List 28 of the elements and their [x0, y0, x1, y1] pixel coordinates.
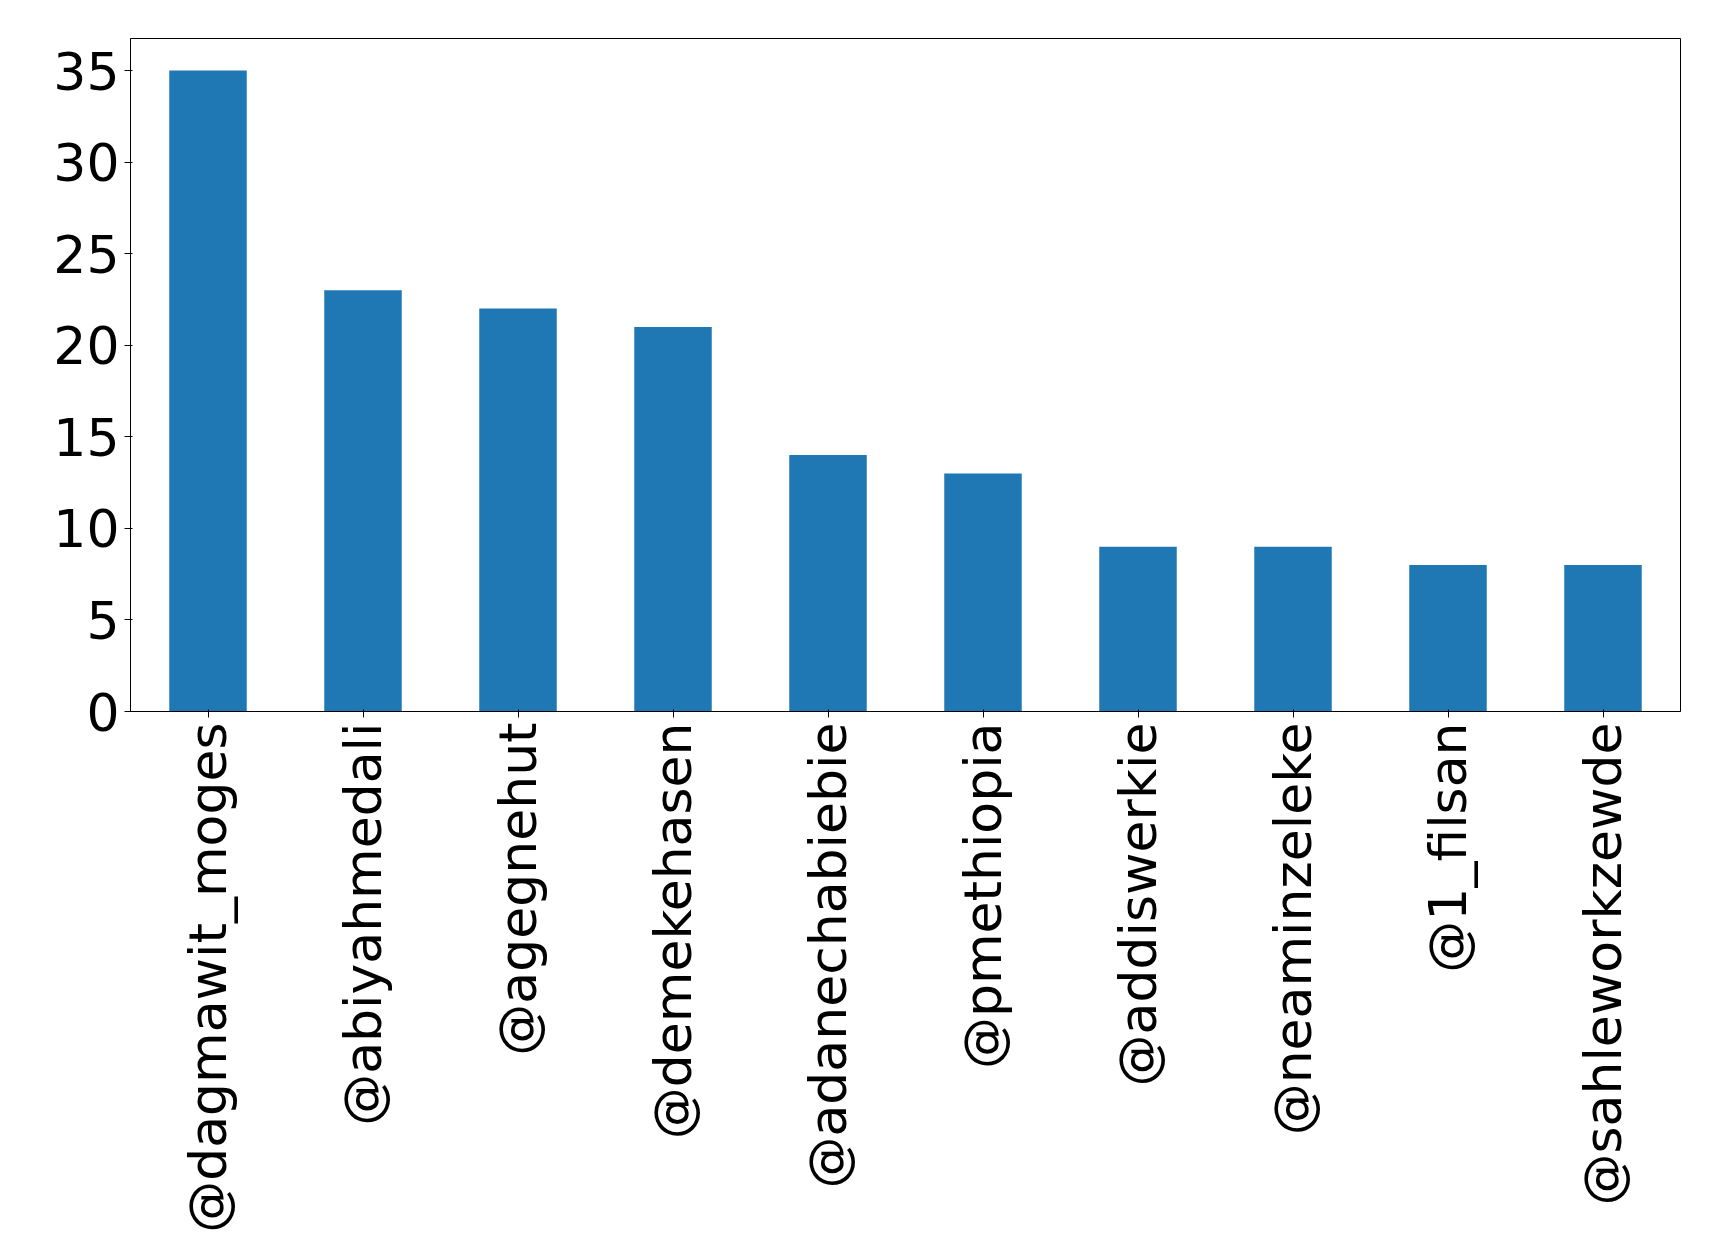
x-tick-label: @dagmawit_moges	[178, 722, 238, 1233]
x-tick-label: @addiswerkie	[1108, 722, 1168, 1087]
bar	[169, 70, 247, 712]
y-tick-label: 35	[53, 41, 120, 102]
x-tick-label: @abiyahmedali	[333, 722, 393, 1126]
x-tick-label: @demekehasen	[643, 722, 703, 1140]
y-tick-label: 0	[86, 682, 120, 743]
bar	[944, 473, 1022, 712]
y-tick-label: 30	[53, 133, 120, 194]
x-tick-label: @neaminzeleke	[1263, 722, 1323, 1136]
y-tick-label: 25	[53, 224, 120, 285]
x-tick-label: @agegnehut	[488, 722, 548, 1056]
x-tick-label: @sahleworkzewde	[1573, 722, 1633, 1206]
x-tick-label: @adanechabiebie	[798, 722, 858, 1189]
bar	[1254, 546, 1332, 712]
bar	[1409, 565, 1487, 712]
bar	[1564, 565, 1642, 712]
y-tick-label: 15	[53, 407, 120, 468]
bar	[1099, 546, 1177, 712]
bar	[324, 290, 402, 712]
bar	[789, 455, 867, 712]
bar	[634, 326, 712, 712]
x-tick-label: @pmethiopia	[953, 722, 1013, 1070]
y-tick-label: 10	[53, 499, 120, 560]
y-tick-label: 5	[86, 590, 120, 651]
bar	[479, 308, 557, 712]
x-tick-label: @1_filsan	[1418, 722, 1478, 973]
y-tick-label: 20	[53, 316, 120, 377]
